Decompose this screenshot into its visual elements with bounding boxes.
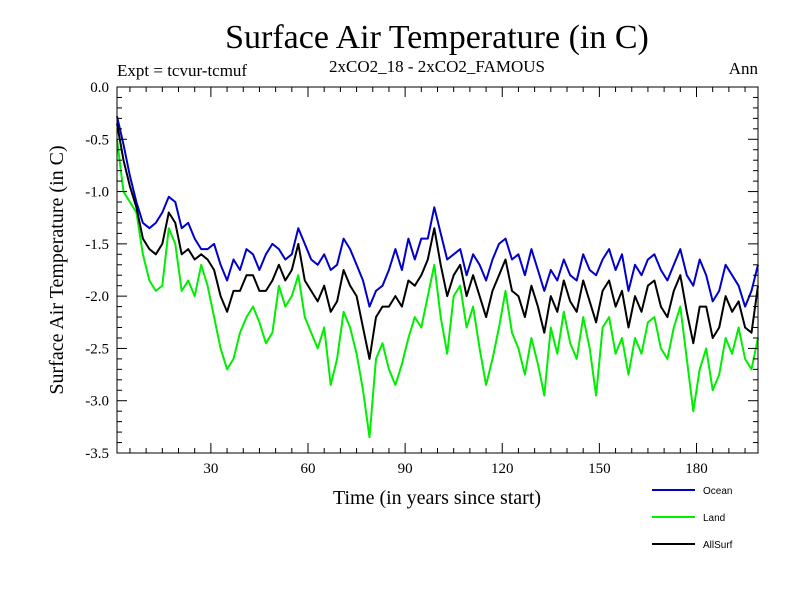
x-axis: 30 60 90 120 150 180: [129, 87, 746, 477]
y-tick-label: -0.5: [85, 132, 109, 148]
x-tick-label: 180: [685, 461, 708, 477]
y-tick-label: -3.5: [85, 446, 109, 462]
x-tick-label: 120: [491, 461, 514, 477]
chart-title: Surface Air Temperature (in C): [225, 19, 649, 56]
legend-label-ocean: Ocean: [703, 486, 732, 497]
legend: Ocean Land AllSurf: [652, 486, 733, 551]
y-tick-label: -2.5: [85, 341, 109, 357]
y-axis: 0.0 -0.5 -1.0 -1.5 -2.0 -2.5 -3.0 -3.5: [85, 80, 758, 462]
chart-subtitle-left: Expt = tcvur-tcmuf: [117, 61, 247, 80]
y-axis-label: Surface Air Temperature (in C): [46, 145, 68, 394]
y-tick-label: 0.0: [90, 80, 109, 96]
legend-label-land: Land: [703, 513, 725, 524]
y-tick-label: -1.5: [85, 237, 109, 253]
series-line-land: [116, 139, 759, 439]
x-tick-label: 90: [398, 461, 413, 477]
legend-label-allsurf: AllSurf: [703, 540, 733, 551]
y-tick-label: -3.0: [85, 394, 109, 410]
x-tick-label: 60: [301, 461, 316, 477]
y-tick-label: -1.0: [85, 185, 109, 201]
series-line-ocean: [116, 116, 759, 308]
x-tick-label: 30: [203, 461, 218, 477]
y-tick-label: -2.0: [85, 289, 109, 305]
x-axis-label: Time (in years since start): [333, 487, 541, 509]
chart-subtitle-right: Ann: [729, 59, 759, 78]
plot-lines: [116, 116, 759, 439]
x-tick-label: 150: [588, 461, 611, 477]
chart-subtitle-center: 2xCO2_18 - 2xCO2_FAMOUS: [329, 57, 545, 76]
series-line-allsurf: [116, 123, 759, 360]
